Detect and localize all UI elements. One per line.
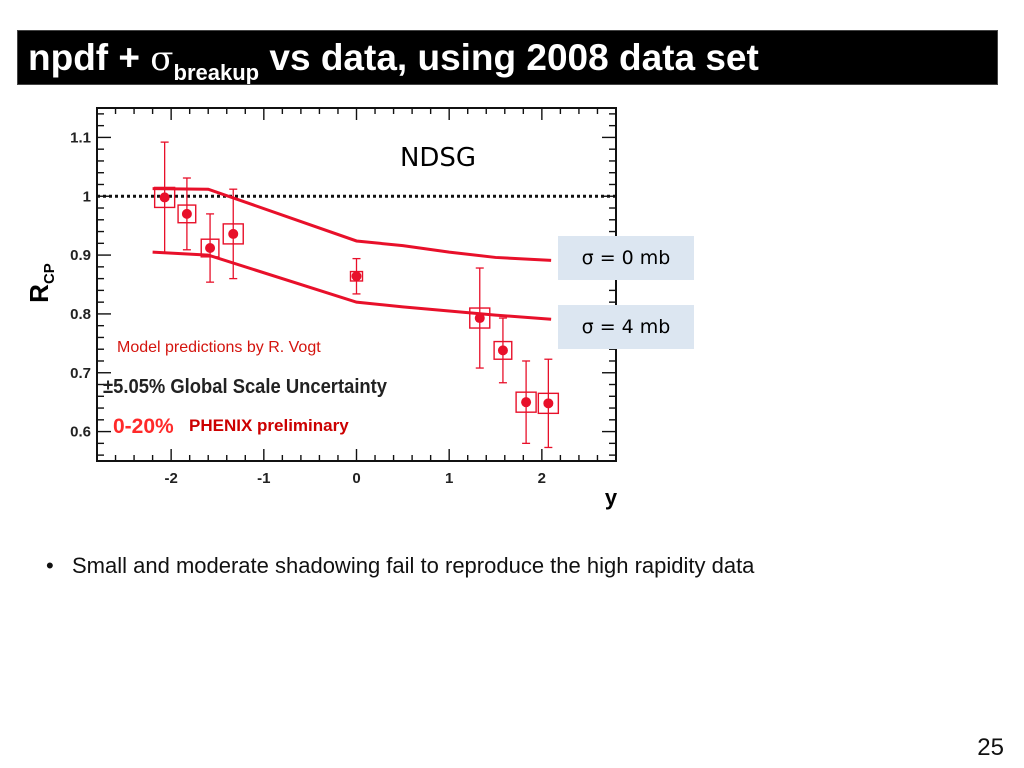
model-label-4mb: σ = 4 mb: [558, 305, 694, 349]
data-point: [521, 397, 532, 408]
y-tick-label: 0.8: [70, 306, 91, 323]
data-point: [474, 313, 485, 324]
model-curves: [152, 187, 552, 321]
y-tick-label: 1.1: [70, 129, 91, 146]
y-tick-label: 1: [83, 188, 91, 205]
systematic-box: [200, 238, 220, 258]
x-axis-label: y: [605, 485, 618, 510]
data-point: [351, 271, 362, 282]
y-axis-label-group: RCP: [24, 263, 58, 303]
model-curve: [152, 250, 552, 321]
title-sigma: σ: [150, 39, 174, 79]
data-points: [153, 141, 560, 449]
axis-ticks: -2 -1 0 1 2 0.6 0.7 0.8 0.9 1 1.1: [70, 108, 617, 487]
title-bar: npdf + σbreakup vs data, using 2008 data…: [17, 30, 998, 85]
data-point: [497, 345, 508, 356]
chart-title: NDSG: [400, 143, 476, 173]
data-point: [205, 243, 216, 254]
title-subscript: breakup: [173, 60, 260, 85]
systematic-box: [153, 186, 176, 209]
x-tick-label: -1: [257, 470, 270, 487]
systematic-box: [537, 392, 560, 415]
model-credit: Model predictions by R. Vogt: [117, 339, 321, 356]
y-axis-label-main: R: [24, 284, 54, 303]
systematic-box: [177, 204, 197, 224]
systematic-box: [222, 223, 244, 245]
page-number: 25: [977, 734, 1004, 761]
collaboration-label: PHENIX preliminary: [189, 416, 349, 435]
x-tick-label: 0: [352, 470, 360, 487]
x-tick-label: 2: [538, 470, 546, 487]
y-tick-label: 0.6: [70, 424, 91, 441]
y-axis-label-sub: CP: [41, 263, 58, 284]
centrality-label: 0-20%: [113, 415, 174, 438]
bullet-item: • Small and moderate shadowing fail to re…: [46, 553, 754, 579]
data-point: [181, 208, 192, 219]
title-rest: vs data, using 2008 data set: [259, 37, 759, 78]
x-tick-label: 1: [445, 470, 453, 487]
scale-uncertainty: ±5.05% Global Scale Uncertainty: [103, 376, 387, 398]
systematic-box: [515, 391, 537, 413]
model-label-0mb: σ = 0 mb: [558, 236, 694, 280]
systematic-box: [493, 340, 513, 360]
bullet-text: Small and moderate shadowing fail to rep…: [72, 553, 755, 578]
data-point: [228, 228, 239, 239]
systematic-box: [469, 307, 491, 329]
chart-text: NDSG y RCP Model predictions by R. Vogt …: [24, 143, 618, 510]
y-tick-label: 0.7: [70, 365, 91, 382]
data-point: [543, 398, 554, 409]
y-axis-label: RCP: [24, 263, 58, 303]
y-tick-label: 0.9: [70, 247, 91, 264]
data-point: [159, 192, 170, 203]
title-main: npdf +: [28, 37, 151, 78]
model-curve: [152, 187, 552, 262]
slide-title: npdf + σbreakup vs data, using 2008 data…: [28, 36, 759, 84]
x-tick-label: -2: [164, 470, 177, 487]
bullet-dot: •: [46, 553, 54, 578]
